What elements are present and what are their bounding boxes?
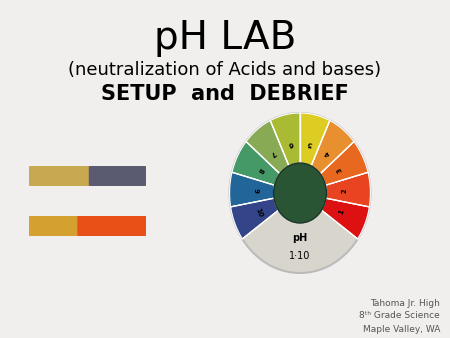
Text: Tahoma Jr. High: Tahoma Jr. High xyxy=(370,298,440,308)
Ellipse shape xyxy=(274,163,326,223)
Polygon shape xyxy=(270,113,300,166)
Text: 2: 2 xyxy=(342,188,347,193)
Text: SETUP  and  DEBRIEF: SETUP and DEBRIEF xyxy=(101,84,349,104)
Polygon shape xyxy=(322,198,369,239)
Polygon shape xyxy=(320,142,368,185)
Polygon shape xyxy=(325,172,370,207)
Polygon shape xyxy=(231,198,279,239)
Text: 7: 7 xyxy=(269,149,277,157)
Text: 5: 5 xyxy=(306,140,313,147)
Polygon shape xyxy=(246,120,289,174)
Text: pH LAB: pH LAB xyxy=(154,19,296,57)
Text: pH: pH xyxy=(292,233,308,243)
Text: 8: 8 xyxy=(256,166,264,173)
Polygon shape xyxy=(230,172,274,207)
Text: 4: 4 xyxy=(323,149,331,157)
Text: 1·10: 1·10 xyxy=(289,251,310,261)
Text: 6: 6 xyxy=(288,140,293,147)
Ellipse shape xyxy=(230,113,370,273)
Polygon shape xyxy=(300,113,330,166)
Text: (neutralization of Acids and bases): (neutralization of Acids and bases) xyxy=(68,61,382,79)
FancyBboxPatch shape xyxy=(29,216,146,236)
FancyBboxPatch shape xyxy=(89,166,146,186)
FancyBboxPatch shape xyxy=(77,216,146,236)
Text: 1: 1 xyxy=(338,209,345,216)
Polygon shape xyxy=(232,142,280,185)
Text: Maple Valley, WA: Maple Valley, WA xyxy=(363,324,440,334)
Text: 3: 3 xyxy=(336,166,343,173)
Text: 8ᵗʰ Grade Science: 8ᵗʰ Grade Science xyxy=(359,312,440,320)
Text: 9: 9 xyxy=(252,188,259,193)
Polygon shape xyxy=(311,120,354,174)
Text: 10: 10 xyxy=(254,207,264,218)
FancyBboxPatch shape xyxy=(29,166,146,186)
